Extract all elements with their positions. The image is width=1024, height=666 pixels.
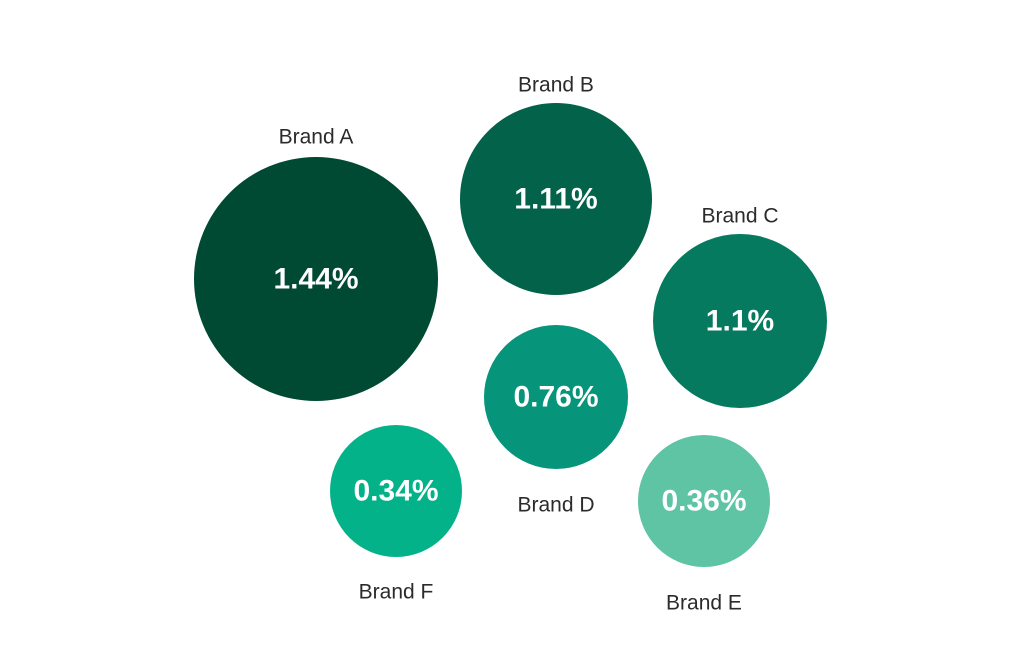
bubble-circle-brand-a [194,157,438,401]
bubble-label-brand-d: Brand D [517,494,594,517]
bubble-label-brand-e: Brand E [666,592,742,615]
bubble-label-brand-b: Brand B [518,74,594,97]
bubble-value-brand-e: 0.36% [661,485,746,518]
bubble-circle-brand-c [653,234,827,408]
bubble-circle-brand-e [638,435,770,567]
bubble-brand-b: 1.11% Brand B [460,74,652,295]
bubble-brand-d: 0.76% Brand D [484,325,628,517]
bubble-label-brand-c: Brand C [701,205,778,228]
bubble-brand-c: 1.1% Brand C [653,205,827,408]
bubble-circle-brand-d [484,325,628,469]
bubbles-group: 1.44% Brand A 1.11% Brand B 1.1% Brand C 0.76%… [194,74,827,615]
bubble-label-brand-f: Brand F [359,581,434,604]
bubble-label-brand-a: Brand A [279,126,354,149]
bubble-brand-a: 1.44% Brand A [194,126,438,401]
bubble-value-brand-a: 1.44% [273,263,358,296]
bubble-value-brand-f: 0.34% [353,475,438,508]
bubble-value-brand-c: 1.1% [706,305,774,338]
bubble-value-brand-b: 1.11% [514,183,597,216]
bubble-brand-f: 0.34% Brand F [330,425,462,604]
bubble-brand-e: 0.36% Brand E [638,435,770,615]
bubble-circle-brand-b [460,103,652,295]
bubble-circle-brand-f [330,425,462,557]
bubble-value-brand-d: 0.76% [513,381,598,414]
